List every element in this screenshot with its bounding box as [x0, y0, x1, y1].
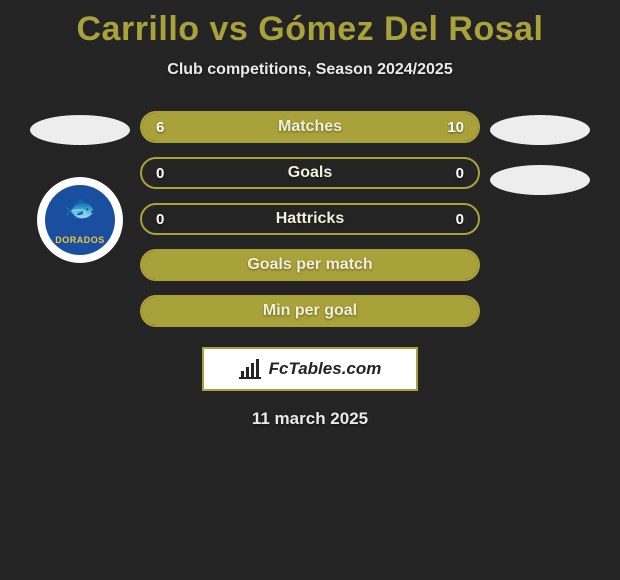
- stat-label: Goals per match: [247, 256, 372, 274]
- stat-right-value: 0: [456, 165, 464, 182]
- branding-text: FcTables.com: [269, 359, 382, 379]
- comparison-infographic: Carrillo vs Gómez Del Rosal Club competi…: [0, 0, 620, 580]
- right-player-column: [480, 111, 600, 195]
- player-photo-placeholder-right: [490, 115, 590, 145]
- stat-label: Hattricks: [276, 210, 344, 228]
- stat-bar: 0 Hattricks 0: [140, 203, 480, 235]
- stat-label: Goals: [288, 164, 332, 182]
- player-photo-placeholder-left: [30, 115, 130, 145]
- page-subtitle: Club competitions, Season 2024/2025: [0, 61, 620, 79]
- stat-left-value: 0: [156, 211, 164, 228]
- stat-bar: 6 Matches 10: [140, 111, 480, 143]
- content-row: 🐟 DORADOS 6 Matches 10 0 Goals 0 0 Hattricks 0 Go…: [0, 111, 620, 327]
- stat-right-value: 0: [456, 211, 464, 228]
- branding-box: FcTables.com: [202, 347, 418, 391]
- stat-left-value: 6: [156, 119, 164, 136]
- stat-bars: 6 Matches 10 0 Goals 0 0 Hattricks 0 Goals per ma…: [140, 111, 480, 327]
- stat-bar: Goals per match: [140, 249, 480, 281]
- date-text: 11 march 2025: [0, 409, 620, 429]
- club-badge-text: DORADOS: [55, 235, 105, 245]
- stat-bar: Min per goal: [140, 295, 480, 327]
- stat-label: Matches: [278, 118, 342, 136]
- club-badge-left: 🐟 DORADOS: [37, 177, 123, 263]
- page-title: Carrillo vs Gómez Del Rosal: [0, 0, 620, 49]
- club-badge-placeholder-right: [490, 165, 590, 195]
- fish-icon: 🐟: [64, 193, 96, 224]
- bar-chart-icon: [239, 359, 261, 379]
- stat-right-value: 10: [447, 119, 464, 136]
- club-badge-inner: 🐟 DORADOS: [45, 185, 115, 255]
- stat-label: Min per goal: [263, 302, 357, 320]
- stat-bar: 0 Goals 0: [140, 157, 480, 189]
- stat-left-value: 0: [156, 165, 164, 182]
- left-player-column: 🐟 DORADOS: [20, 111, 140, 263]
